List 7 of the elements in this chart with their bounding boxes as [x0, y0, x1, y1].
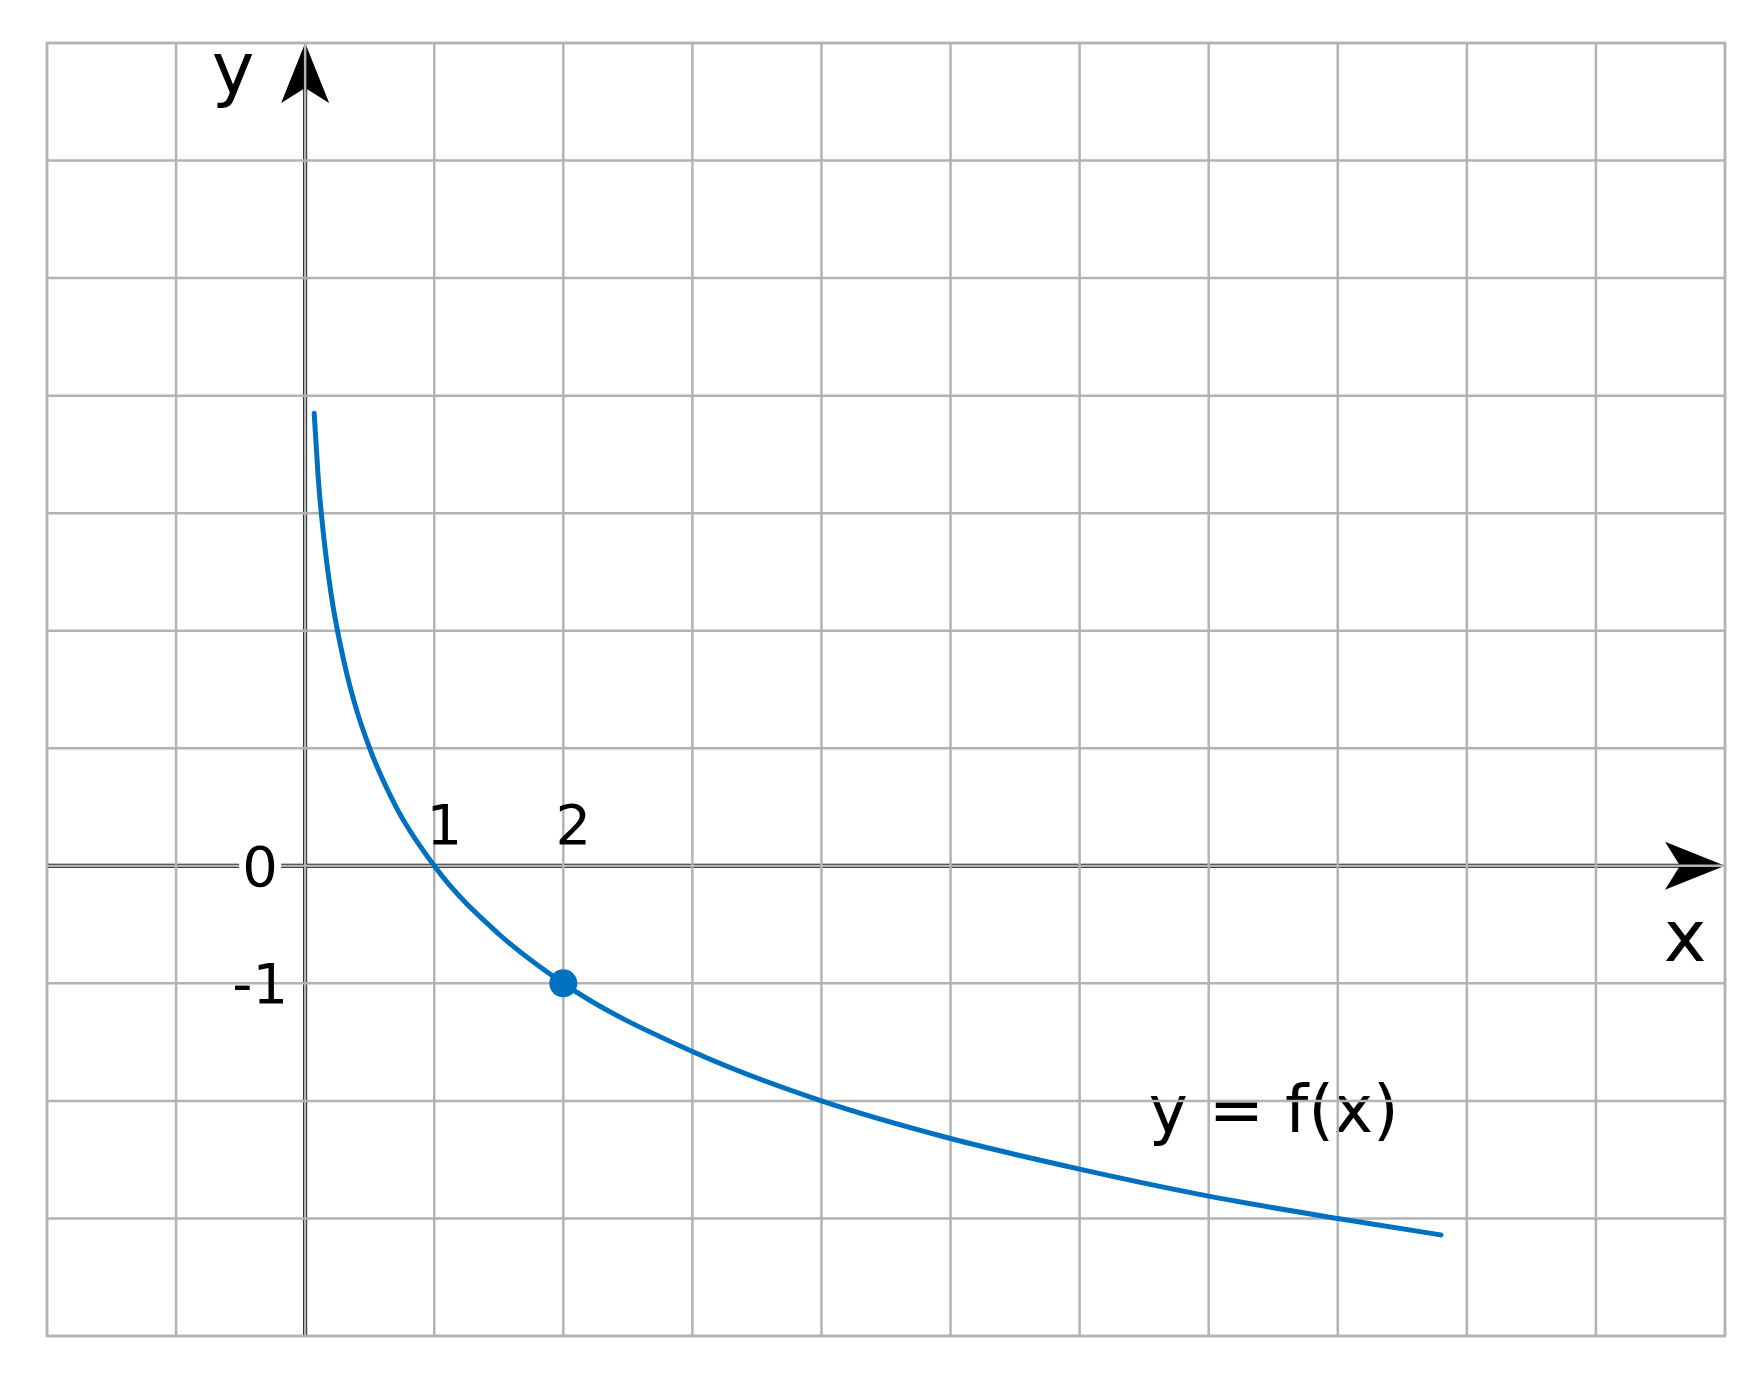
- x-tick-label: 2: [555, 791, 592, 857]
- x-tick-label: 1: [426, 791, 463, 857]
- series-label: y = f(x): [1148, 1071, 1399, 1149]
- x-axis-title: x: [1663, 893, 1707, 978]
- y-tick-label: 0: [242, 833, 278, 899]
- y-tick-label: -1: [232, 951, 289, 1017]
- y-axis-title: y: [211, 26, 255, 110]
